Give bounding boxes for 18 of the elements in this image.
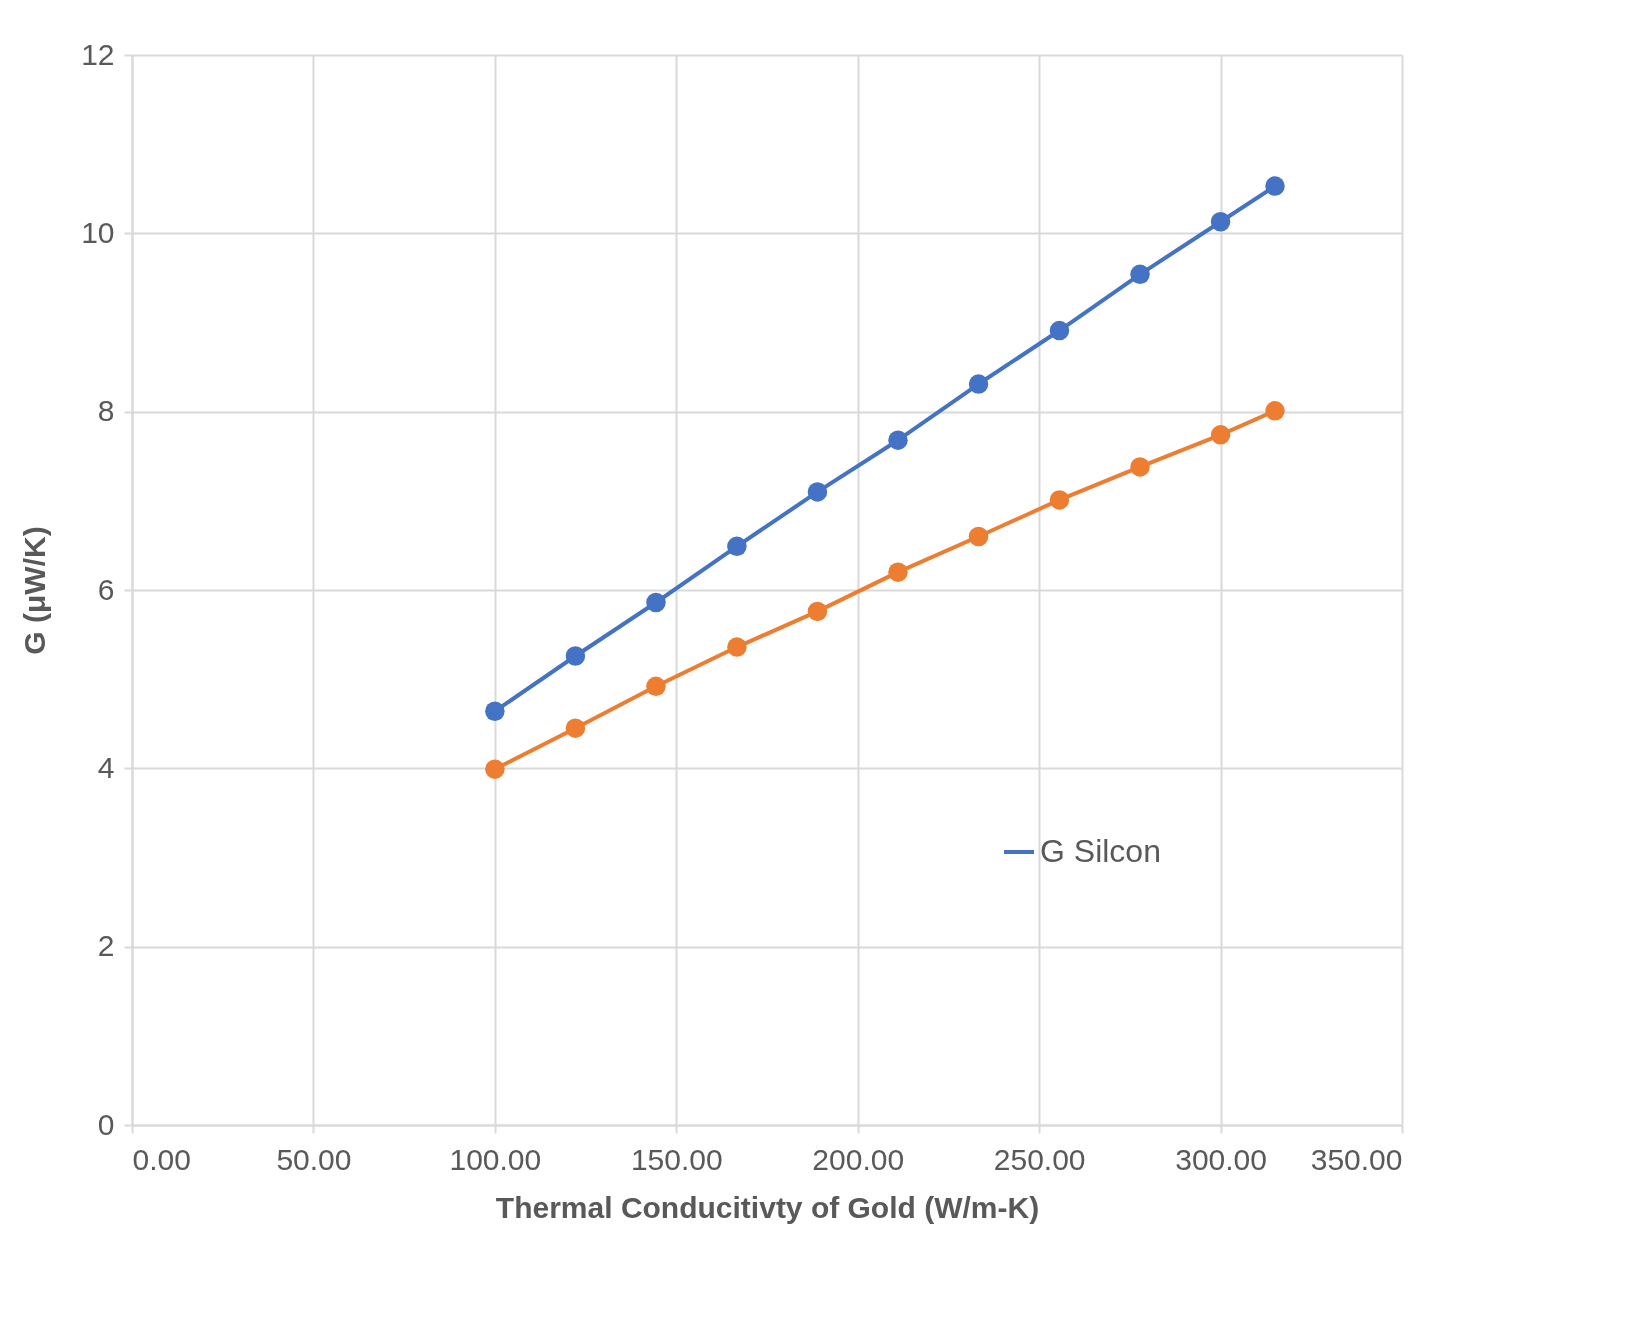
x-tick-label: 300.00 xyxy=(1175,1142,1267,1176)
legend-label: G Silcon xyxy=(1040,833,1161,869)
x-tick-label: 100.00 xyxy=(449,1142,542,1176)
y-axis-title: G (μW/K) xyxy=(18,526,52,655)
y-tick-label: 2 xyxy=(97,929,115,963)
x-tick-label: 200.00 xyxy=(812,1142,905,1176)
y-tick-label: 12 xyxy=(81,37,115,71)
y-tick-label: 8 xyxy=(97,394,115,428)
y-tick-label: 0 xyxy=(97,1107,115,1141)
y-tick-label: 6 xyxy=(97,572,115,606)
y-tick-label: 10 xyxy=(81,215,115,249)
x-tick-label: 150.00 xyxy=(630,1142,723,1176)
x-tick-label: 0.00 xyxy=(132,1142,191,1176)
x-tick-label: 250.00 xyxy=(993,1142,1086,1176)
x-axis-title: Thermal Conducitivty of Gold (W/m-K) xyxy=(495,1190,1040,1224)
x-tick-label: 350.00 xyxy=(1310,1142,1403,1176)
y-tick-label: 4 xyxy=(97,750,115,784)
x-tick-label: 50.00 xyxy=(276,1142,352,1176)
